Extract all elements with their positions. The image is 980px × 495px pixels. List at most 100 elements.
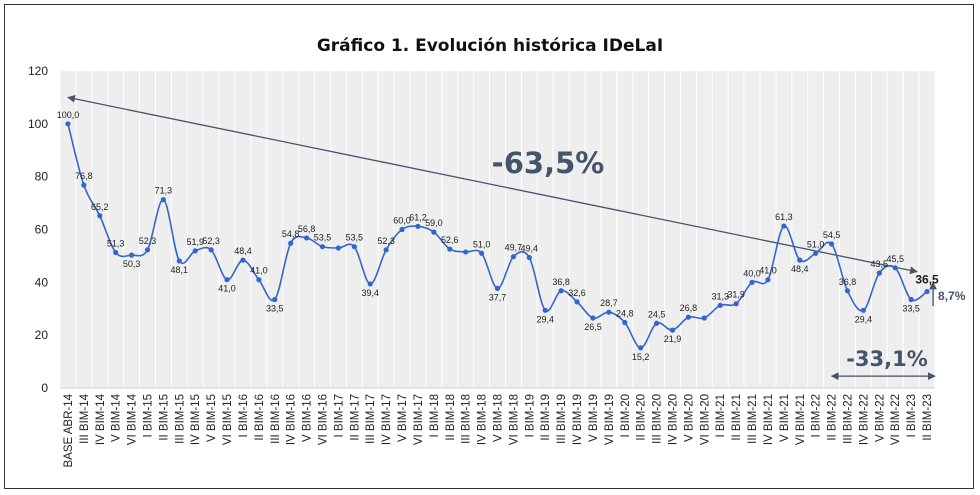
data-point bbox=[383, 247, 389, 253]
data-point bbox=[717, 302, 723, 308]
y-tick-label: 100 bbox=[28, 117, 48, 131]
x-tick-label: II BIM-21 bbox=[731, 394, 743, 441]
y-tick-label: 80 bbox=[35, 170, 49, 184]
data-label: 50,3 bbox=[123, 259, 141, 269]
data-point bbox=[908, 296, 914, 303]
data-labels: 100,076,865,251,350,352,371,348,151,952,… bbox=[57, 110, 939, 362]
data-point bbox=[669, 327, 676, 333]
data-label: 51,9 bbox=[186, 237, 204, 247]
x-tick-label: VI BIM-21 bbox=[795, 394, 807, 445]
data-label: 59,0 bbox=[425, 218, 443, 228]
data-label: 48,4 bbox=[791, 264, 809, 274]
x-tick-label: I BIM-17 bbox=[333, 394, 345, 437]
y-tick-label: 60 bbox=[35, 223, 49, 237]
data-label: 43,5 bbox=[871, 259, 889, 269]
data-point bbox=[463, 249, 469, 255]
data-label: 54,5 bbox=[823, 230, 841, 240]
x-tick-label: VI BIM-19 bbox=[604, 394, 616, 445]
data-label: 54,8 bbox=[282, 229, 300, 239]
series-line bbox=[65, 121, 930, 351]
data-point bbox=[351, 244, 357, 250]
data-point bbox=[81, 182, 87, 188]
data-label: 53,5 bbox=[346, 233, 364, 243]
x-axis: BASE ABR-14 III BIM-14 IV BIM-14 V BIM-14 VI… bbox=[60, 387, 935, 468]
data-point bbox=[733, 301, 739, 307]
y-tick-label: 40 bbox=[35, 275, 49, 289]
data-point bbox=[208, 247, 214, 253]
data-point bbox=[160, 197, 167, 203]
data-label: 28,7 bbox=[600, 298, 618, 308]
x-tick-label: VI BIM-22 bbox=[890, 394, 902, 445]
x-tick-label: VI BIM-14 bbox=[127, 393, 139, 445]
data-point bbox=[622, 319, 628, 326]
trend-arrow bbox=[67, 95, 918, 275]
data-label: 39,4 bbox=[361, 288, 379, 298]
x-tick-label: I BIM-22 bbox=[811, 394, 823, 437]
data-point bbox=[224, 277, 230, 283]
data-point bbox=[797, 257, 803, 263]
x-tick-label: I BIM-19 bbox=[524, 394, 536, 437]
data-point bbox=[844, 288, 851, 294]
data-label: 65,2 bbox=[91, 202, 109, 212]
y-tick-label: 20 bbox=[35, 328, 49, 342]
data-point bbox=[558, 288, 564, 294]
x-tick-label: I BIM-20 bbox=[620, 394, 632, 437]
data-label: 32,6 bbox=[568, 288, 586, 298]
data-point bbox=[685, 314, 692, 320]
plot-area bbox=[60, 71, 935, 388]
x-tick-label: IV BIM-17 bbox=[381, 394, 393, 445]
data-label: 41,0 bbox=[250, 266, 268, 276]
data-label: 52,3 bbox=[202, 236, 220, 246]
data-point bbox=[924, 288, 930, 295]
x-tick-label: III BIM-14 bbox=[79, 393, 91, 443]
data-label: 21,9 bbox=[664, 334, 682, 344]
data-label: 29,4 bbox=[536, 314, 554, 324]
data-point bbox=[415, 223, 421, 229]
x-tick-label: III BIM-19 bbox=[556, 394, 568, 444]
data-point bbox=[606, 309, 612, 315]
y-tick-label: 120 bbox=[28, 64, 48, 78]
x-tick-label: V BIM-22 bbox=[874, 394, 886, 442]
data-label: 53,5 bbox=[314, 233, 332, 243]
data-point bbox=[494, 285, 501, 292]
data-point bbox=[542, 307, 548, 313]
data-label: 51,0 bbox=[473, 239, 491, 249]
data-label: 40,0 bbox=[743, 268, 761, 278]
data-label: 51,0 bbox=[807, 239, 825, 249]
data-label: 31,3 bbox=[711, 291, 729, 301]
x-tick-label: I BIM-16 bbox=[238, 394, 250, 437]
data-label: 49,7 bbox=[505, 243, 523, 253]
x-tick-label: III BIM-16 bbox=[270, 394, 282, 444]
x-tick-label: V BIM-17 bbox=[397, 394, 409, 442]
chart-title: Gráfico 1. Evolución histórica IDeLaI bbox=[316, 36, 664, 56]
x-tick-label: V BIM-21 bbox=[779, 394, 791, 442]
data-point bbox=[128, 252, 135, 258]
data-label: 33,5 bbox=[902, 304, 920, 314]
x-tick-label: II BIM-15 bbox=[158, 394, 170, 441]
data-point bbox=[701, 315, 707, 321]
data-label: 24,5 bbox=[648, 309, 666, 319]
data-point bbox=[97, 213, 103, 219]
x-tick-label: VI BIM-17 bbox=[413, 394, 425, 445]
data-label: 26,8 bbox=[680, 303, 698, 313]
data-point bbox=[765, 277, 771, 283]
x-tick-label: IV BIM-15 bbox=[190, 394, 202, 445]
x-tick-label: IV BIM-20 bbox=[668, 394, 680, 445]
data-label: 76,8 bbox=[75, 171, 93, 181]
x-tick-label: V BIM-15 bbox=[206, 394, 218, 442]
data-point bbox=[272, 296, 278, 303]
data-label: 71,3 bbox=[155, 186, 173, 196]
data-label: 15,2 bbox=[632, 352, 650, 362]
x-tick-label: III BIM-17 bbox=[365, 394, 377, 444]
x-tick-label: IV BIM-22 bbox=[858, 394, 870, 445]
x-tick-label: IV BIM-14 bbox=[95, 393, 107, 445]
data-label: 26,5 bbox=[584, 322, 602, 332]
x-tick-label: II BIM-16 bbox=[254, 394, 266, 441]
x-tick-label: I BIM-15 bbox=[143, 394, 155, 437]
data-point bbox=[288, 240, 294, 246]
x-tick-label: I BIM-18 bbox=[429, 394, 441, 437]
data-label: 48,4 bbox=[234, 246, 252, 256]
data-label: 49,4 bbox=[521, 244, 539, 254]
data-label: 61,3 bbox=[775, 212, 793, 222]
